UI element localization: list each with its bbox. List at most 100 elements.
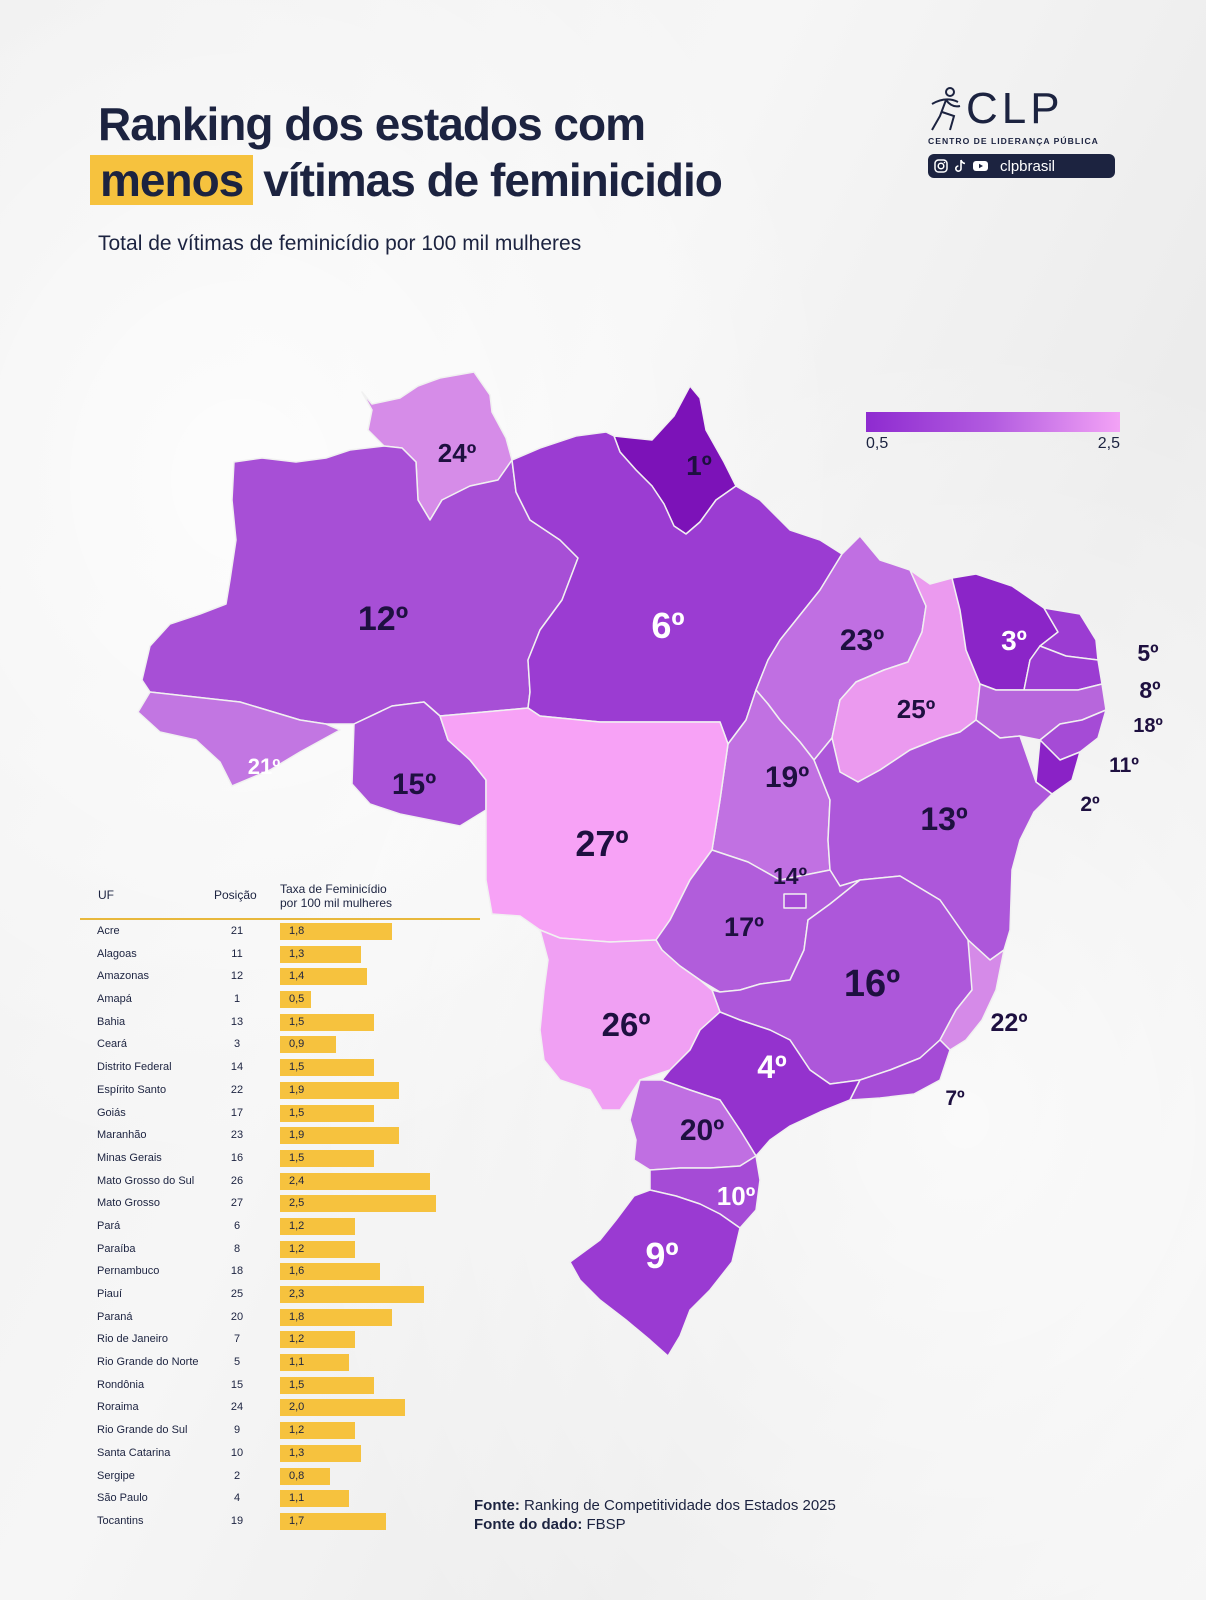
state-df[interactable] (783, 893, 807, 909)
state-ac[interactable] (137, 691, 341, 787)
map-label-ro: 15º (392, 768, 436, 801)
row-taxa-bar: 1,5 (280, 1059, 374, 1077)
state-am[interactable] (141, 445, 579, 725)
row-posicao: 4 (233, 1492, 241, 1505)
row-taxa-value: 1,9 (289, 1129, 305, 1142)
map-label-es: 22º (991, 1009, 1028, 1037)
row-taxa-value: 1,2 (289, 1219, 305, 1232)
map-label-ma: 23º (840, 624, 884, 657)
social-bar: clpbrasil (928, 154, 1115, 178)
row-taxa-value: 1,1 (289, 1356, 305, 1369)
table-row: Minas Gerais 16 1,5 (80, 1147, 480, 1170)
table-row: Goiás 17 1,5 (80, 1102, 480, 1125)
row-uf: Ceará (97, 1038, 127, 1051)
instagram-icon[interactable] (934, 159, 948, 173)
table-row: Pará 6 1,2 (80, 1215, 480, 1238)
table-row: Espírito Santo 22 1,9 (80, 1079, 480, 1102)
table-row: Acre 21 1,8 (80, 920, 480, 943)
row-uf: Pará (97, 1219, 121, 1232)
row-taxa-value: 1,3 (289, 947, 305, 960)
row-posicao: 26 (230, 1174, 244, 1187)
row-taxa-bar: 1,1 (280, 1354, 349, 1372)
row-taxa-bar: 1,4 (280, 968, 367, 986)
row-posicao: 10 (230, 1446, 244, 1459)
ranking-table: UF Posição Taxa de Feminicídio por 100 mi… (80, 882, 480, 1533)
table-row: Roraima 24 2,0 (80, 1396, 480, 1419)
map-label-ce: 3º (1001, 625, 1027, 656)
source-label-2: Fonte do dado: (474, 1516, 583, 1533)
row-uf: Espírito Santo (97, 1083, 167, 1096)
row-uf: Pernambuco (97, 1265, 160, 1278)
map-label-ac: 21º (248, 754, 281, 779)
table-row: Maranhão 23 1,9 (80, 1124, 480, 1147)
row-posicao: 24 (230, 1401, 244, 1414)
legend-max: 2,5 (1097, 435, 1120, 452)
row-taxa-bar: 1,5 (280, 1013, 374, 1031)
table-row: Rio Grande do Sul 9 1,2 (80, 1419, 480, 1442)
row-uf: Bahia (97, 1015, 126, 1028)
row-taxa-bar: 1,3 (280, 945, 361, 963)
table-row: Mato Grosso 27 2,5 (80, 1192, 480, 1215)
header-posicao: Posição (214, 888, 257, 902)
row-posicao: 3 (233, 1038, 241, 1051)
table-row: São Paulo 4 1,1 (80, 1487, 480, 1510)
row-uf: Tocantins (97, 1514, 144, 1527)
map-label-pi: 25º (897, 694, 936, 724)
row-posicao: 17 (230, 1106, 244, 1119)
row-taxa-value: 1,2 (289, 1333, 305, 1346)
map-label-go: 17º (724, 912, 764, 942)
row-taxa-bar: 2,3 (280, 1286, 424, 1303)
row-uf: Distrito Federal (97, 1061, 172, 1074)
tiktok-icon[interactable] (953, 159, 967, 173)
table-body: Acre 21 1,8 Alagoas 11 1,3 Amazonas 12 1,4 Amapá 1… (80, 920, 480, 1533)
state-sp[interactable] (661, 1011, 861, 1157)
table-row: Alagoas 11 1,3 (80, 943, 480, 966)
row-taxa-value: 2,4 (289, 1174, 305, 1187)
row-uf: Roraima (97, 1401, 139, 1414)
row-taxa-value: 0,8 (289, 1469, 305, 1482)
logo-name: CLP (966, 84, 1064, 133)
logo-mark: CLP (928, 86, 1118, 132)
map-label-pe: 18º (1133, 715, 1163, 737)
row-posicao: 1 (233, 993, 241, 1006)
row-taxa-value: 1,5 (289, 1015, 305, 1028)
row-taxa-bar: 1,2 (280, 1331, 355, 1349)
row-taxa-bar: 0,5 (280, 991, 311, 1009)
row-taxa-value: 2,3 (289, 1288, 305, 1300)
row-taxa-value: 1,9 (289, 1083, 305, 1096)
row-posicao: 25 (230, 1288, 244, 1300)
header-taxa: Taxa de Feminicídio por 100 mil mulheres (280, 882, 392, 910)
row-taxa-value: 1,5 (289, 1378, 305, 1391)
state-rs[interactable] (569, 1189, 741, 1357)
map-label-ba: 13º (920, 801, 968, 837)
row-uf: Alagoas (97, 947, 137, 960)
row-taxa-bar: 1,3 (280, 1444, 361, 1462)
row-taxa-value: 1,3 (289, 1446, 305, 1459)
map-label-to: 19º (765, 761, 809, 794)
map-label-mg: 16º (844, 963, 900, 1005)
row-taxa-bar: 2,0 (280, 1399, 405, 1417)
state-rj[interactable] (849, 1039, 951, 1101)
row-posicao: 16 (230, 1151, 244, 1164)
row-taxa-value: 1,2 (289, 1424, 305, 1437)
row-posicao: 7 (233, 1333, 241, 1346)
map-label-mt: 27º (575, 823, 628, 864)
youtube-icon[interactable] (972, 159, 989, 173)
page-subtitle: Total de vítimas de feminicídio por 100 … (98, 232, 582, 255)
row-uf: Rondônia (97, 1378, 145, 1391)
row-taxa-bar: 1,7 (280, 1512, 386, 1530)
map-label-rj: 7º (945, 1087, 965, 1110)
row-posicao: 15 (230, 1378, 244, 1391)
row-uf: Maranhão (97, 1129, 147, 1142)
row-taxa-value: 0,5 (289, 993, 305, 1006)
state-pe[interactable] (975, 683, 1107, 741)
header-taxa-line2: por 100 mil mulheres (280, 896, 393, 910)
title-line-2: menos vítimas de feminicidio (90, 152, 723, 208)
row-uf: Goiás (97, 1106, 126, 1119)
row-uf: Rio Grande do Norte (97, 1356, 199, 1369)
table-row: Pernambuco 18 1,6 (80, 1260, 480, 1283)
legend-gradient (866, 412, 1120, 432)
state-es[interactable] (939, 939, 1005, 1051)
map-label-rr: 24º (438, 438, 477, 468)
row-taxa-bar: 1,2 (280, 1422, 355, 1440)
